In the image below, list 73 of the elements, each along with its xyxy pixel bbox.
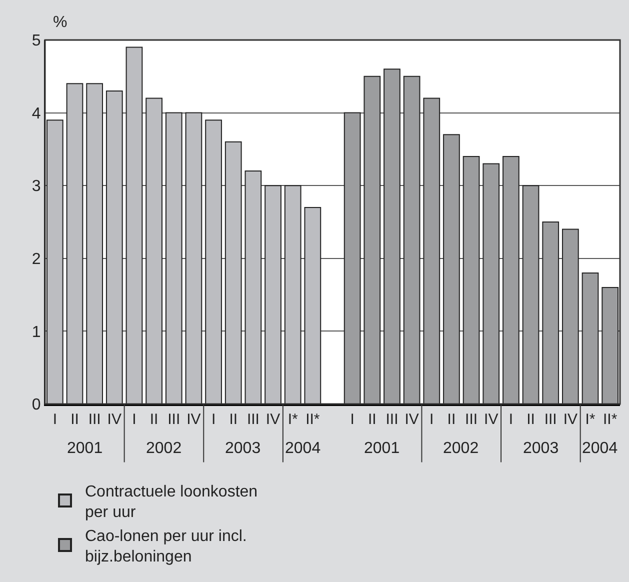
x-tick-label: II	[229, 411, 238, 428]
text: 2004	[285, 440, 321, 457]
bar	[46, 120, 64, 404]
bar	[284, 185, 302, 404]
x-tick-label: I	[211, 411, 216, 428]
bar	[403, 76, 420, 404]
bar	[502, 156, 520, 404]
bar	[562, 228, 579, 404]
bar	[344, 112, 361, 404]
text: 2004	[582, 440, 618, 457]
x-tick-label: II	[526, 411, 535, 428]
x-tick-label: III	[386, 411, 398, 428]
bar	[384, 68, 400, 404]
x-tick-label: II	[70, 411, 79, 428]
bar	[165, 112, 182, 404]
x-tick-label: IV	[404, 411, 419, 428]
y-tick-label: 2	[32, 251, 41, 268]
y-tick-label: 3	[32, 178, 41, 196]
bar	[364, 76, 381, 404]
x-tick-label: I	[132, 411, 136, 428]
bar	[542, 222, 560, 404]
x-tick-label: I	[508, 411, 514, 428]
legend-label: Cao-lonen per uur incl. bijz.beloningen	[85, 528, 247, 566]
x-tick-label: III	[168, 411, 180, 428]
bar	[423, 98, 440, 404]
x-tick-label: II	[368, 411, 376, 428]
x-tick-label: II	[150, 411, 158, 428]
bar	[582, 272, 599, 404]
text: 2002	[146, 440, 182, 457]
text: 2001	[364, 440, 400, 457]
y-tick-label: 0	[32, 396, 41, 414]
text: 2003	[225, 440, 261, 457]
x-tick-label: II*	[306, 411, 320, 428]
x-tick-label: I	[350, 411, 354, 428]
bar	[443, 134, 460, 404]
bar	[126, 46, 143, 404]
bar	[462, 156, 480, 404]
bar	[224, 141, 242, 404]
bar	[602, 287, 619, 404]
x-tick-label: I	[430, 411, 434, 428]
x-tick-label: III	[465, 411, 478, 428]
bar	[66, 83, 84, 404]
text: 2002	[443, 440, 479, 457]
bar	[244, 170, 262, 404]
bar	[205, 120, 222, 404]
legend-label: Contractuele loonkosten per uur	[85, 483, 258, 522]
x-tick-label: I	[52, 411, 57, 428]
x-tick-label: IV	[484, 411, 498, 428]
bar	[86, 83, 103, 404]
x-tick-label: III	[544, 411, 557, 428]
x-tick-label: IV	[107, 411, 122, 428]
y-tick-label: 5	[32, 32, 41, 50]
text: 2003	[523, 440, 559, 457]
x-tick-label: IV	[266, 411, 280, 428]
bar	[522, 185, 540, 404]
x-tick-label: III	[246, 411, 260, 428]
bar	[146, 98, 162, 404]
x-tick-label: I*	[288, 411, 298, 428]
text: 2001	[67, 440, 103, 457]
bar	[304, 206, 322, 404]
y-tick-label: 1	[32, 324, 41, 341]
y-axis-title: %	[53, 14, 68, 31]
x-tick-label: I*	[585, 411, 596, 428]
y-tick-label: 4	[32, 105, 41, 122]
x-tick-label: II	[447, 411, 456, 428]
bar	[482, 163, 500, 404]
bar	[185, 112, 202, 404]
x-tick-label: III	[88, 411, 101, 428]
x-tick-label: IV	[563, 411, 578, 428]
x-tick-label: II*	[602, 411, 618, 428]
bar	[264, 185, 282, 404]
bar	[106, 90, 123, 404]
x-tick-label: IV	[186, 411, 201, 428]
